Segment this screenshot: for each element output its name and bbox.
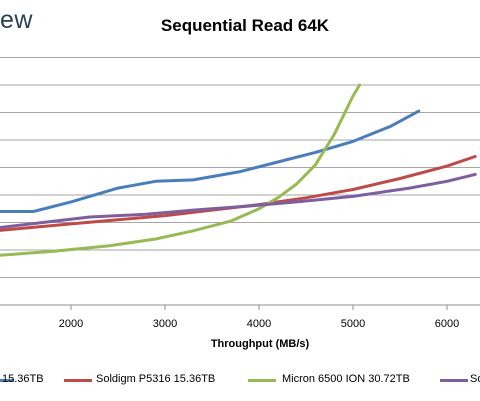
x-axis-title: Throughput (MB/s): [210, 338, 310, 350]
series-line-2: [0, 83, 362, 257]
chart-title: Sequential Read 64K: [160, 16, 330, 35]
x-tick-label: 6000: [434, 318, 460, 330]
legend-swatch: [64, 379, 92, 382]
series-lines: [0, 83, 477, 257]
legend-label: Soldigm P5316 15.36TB: [96, 373, 216, 385]
legend-swatch: [0, 379, 14, 382]
legend-label: 15.36TB: [2, 373, 44, 385]
x-tick-label: 2000: [58, 318, 84, 330]
brand-logo-fragment: ew: [0, 6, 33, 34]
legend-label: So: [470, 373, 480, 385]
x-tick-label: 4000: [246, 318, 272, 330]
legend-label: Micron 6500 ION 30.72TB: [282, 373, 410, 385]
x-tick-label: 5000: [340, 318, 366, 330]
gridlines: [0, 57, 480, 310]
series-line-3: [0, 172, 477, 230]
legend-swatch: [440, 379, 468, 382]
series-line-0: [0, 109, 421, 213]
legend-swatch: [248, 379, 276, 382]
x-tick-label: 3000: [152, 318, 178, 330]
